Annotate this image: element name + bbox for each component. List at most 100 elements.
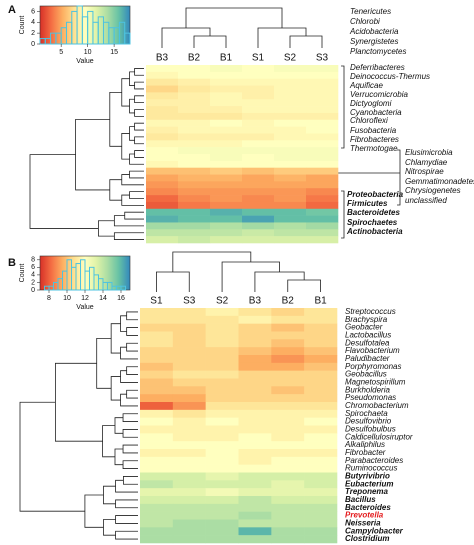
heatmap-cell bbox=[306, 78, 339, 86]
heatmap-cell bbox=[146, 140, 179, 148]
heatmap-cell bbox=[238, 488, 272, 497]
dendrogram-branch bbox=[129, 71, 135, 86]
heatmap-cell bbox=[146, 181, 179, 189]
dendrogram-branch bbox=[114, 448, 124, 466]
heatmap-cell bbox=[306, 229, 339, 237]
heatmap-cell bbox=[205, 409, 239, 418]
dendrogram-branch bbox=[129, 191, 144, 199]
heatmap-cell bbox=[172, 503, 206, 512]
column-label: B3 bbox=[156, 53, 169, 64]
row-label: Firmicutes bbox=[347, 199, 388, 208]
heatmap-cell bbox=[172, 315, 206, 324]
heatmap-cell bbox=[274, 215, 307, 223]
y-axis-label: Count bbox=[19, 16, 26, 35]
heatmap-cell bbox=[306, 126, 339, 134]
heatmap-cell bbox=[238, 370, 272, 379]
dendrogram-branch bbox=[114, 417, 124, 434]
heatmap-cell bbox=[205, 488, 239, 497]
heatmap-cell bbox=[146, 106, 179, 114]
heatmap-cell bbox=[274, 229, 307, 237]
row-label: Streptococcus bbox=[345, 307, 396, 316]
histogram-bin bbox=[124, 32, 131, 45]
row-label: Fibrobacteres bbox=[350, 135, 399, 144]
heatmap-cell bbox=[271, 315, 305, 324]
heatmap-cell bbox=[271, 464, 305, 473]
heatmap-cell bbox=[242, 181, 275, 189]
row-label: Bacteroides bbox=[345, 503, 391, 512]
y-tick-label: 6 bbox=[31, 8, 35, 15]
row-label: Verrucomicrobia bbox=[350, 90, 408, 99]
heatmap-cell bbox=[140, 425, 174, 434]
dendrogram-branch bbox=[121, 133, 130, 160]
row-label: Brachyspira bbox=[345, 315, 388, 324]
dendrogram-branch bbox=[121, 78, 130, 107]
heatmap-cell bbox=[271, 378, 305, 387]
heatmap-cell bbox=[306, 236, 339, 244]
heatmap-cell bbox=[274, 160, 307, 168]
heatmap-cell bbox=[271, 425, 305, 434]
heatmap-cell bbox=[304, 496, 338, 505]
row-label: Chlorobi bbox=[350, 17, 380, 26]
row-label: Burkholderia bbox=[345, 385, 390, 394]
row-label: Clostridium bbox=[345, 534, 389, 543]
heatmap-cell bbox=[146, 92, 179, 100]
column-label: S1 bbox=[252, 53, 265, 64]
heatmap-cell bbox=[172, 527, 206, 536]
heatmap-cell bbox=[172, 323, 206, 332]
heatmap-cell bbox=[172, 433, 206, 442]
heatmap-cell bbox=[140, 308, 174, 317]
row-label: Bacteroidetes bbox=[347, 208, 400, 217]
heatmap-cell bbox=[271, 402, 305, 411]
dendrogram-branch bbox=[287, 279, 321, 292]
heatmap-cell bbox=[205, 480, 239, 489]
row-label: Planctomycetes bbox=[350, 47, 406, 56]
heatmap-cell bbox=[304, 370, 338, 379]
x-tick-label: 15 bbox=[110, 49, 118, 56]
heatmap-cell bbox=[306, 174, 339, 182]
heatmap-cell bbox=[205, 362, 239, 371]
heatmap-cell bbox=[306, 201, 339, 210]
y-tick-label: 6 bbox=[31, 264, 35, 271]
heatmap-cell bbox=[205, 464, 239, 473]
heatmap-cell bbox=[140, 472, 174, 481]
heatmap-cell bbox=[172, 449, 206, 458]
heatmap-cell bbox=[205, 535, 239, 544]
heatmap-cell bbox=[274, 174, 307, 182]
heatmap-cell bbox=[274, 71, 307, 79]
heatmap-cell bbox=[210, 208, 243, 216]
heatmap-cell bbox=[146, 167, 179, 175]
heatmap-cell bbox=[172, 472, 206, 481]
row-label: unclassified bbox=[405, 196, 447, 205]
heatmap-cell bbox=[304, 315, 338, 324]
heatmap-cell bbox=[146, 85, 179, 93]
row-label: Spirochaeta bbox=[345, 409, 388, 418]
heatmap-cell bbox=[210, 195, 243, 203]
heatmap-cell bbox=[271, 511, 305, 520]
heatmap-cell bbox=[271, 433, 305, 442]
bracket bbox=[337, 149, 401, 206]
heatmap-cell bbox=[304, 433, 338, 442]
heatmap-cell bbox=[306, 208, 339, 216]
x-axis-label: Value bbox=[76, 304, 93, 311]
heatmap-cell bbox=[238, 323, 272, 332]
row-label: Fusobacteria bbox=[350, 126, 397, 135]
heatmap-cell bbox=[304, 425, 338, 434]
heatmap-cell bbox=[172, 331, 206, 340]
dendrogram-branch bbox=[110, 323, 121, 354]
heatmap-cell bbox=[172, 308, 206, 317]
dendrogram-branch bbox=[98, 220, 115, 237]
heatmap-cell bbox=[238, 402, 272, 411]
row-label: Tenericutes bbox=[350, 7, 391, 16]
row-label: Lactobacillus bbox=[345, 331, 391, 340]
dendrogram-branch bbox=[120, 393, 138, 407]
heatmap-cell bbox=[304, 323, 338, 332]
heatmap-cell bbox=[205, 417, 239, 426]
heatmap-cell bbox=[271, 441, 305, 450]
heatmap-cell bbox=[210, 85, 243, 93]
heatmap-cell bbox=[304, 409, 338, 418]
heatmap-cell bbox=[306, 222, 339, 230]
heatmap-cell bbox=[242, 65, 275, 73]
dendrogram-branch bbox=[102, 425, 115, 458]
dendrogram-branch bbox=[254, 271, 305, 292]
heatmap-cell bbox=[271, 503, 305, 512]
